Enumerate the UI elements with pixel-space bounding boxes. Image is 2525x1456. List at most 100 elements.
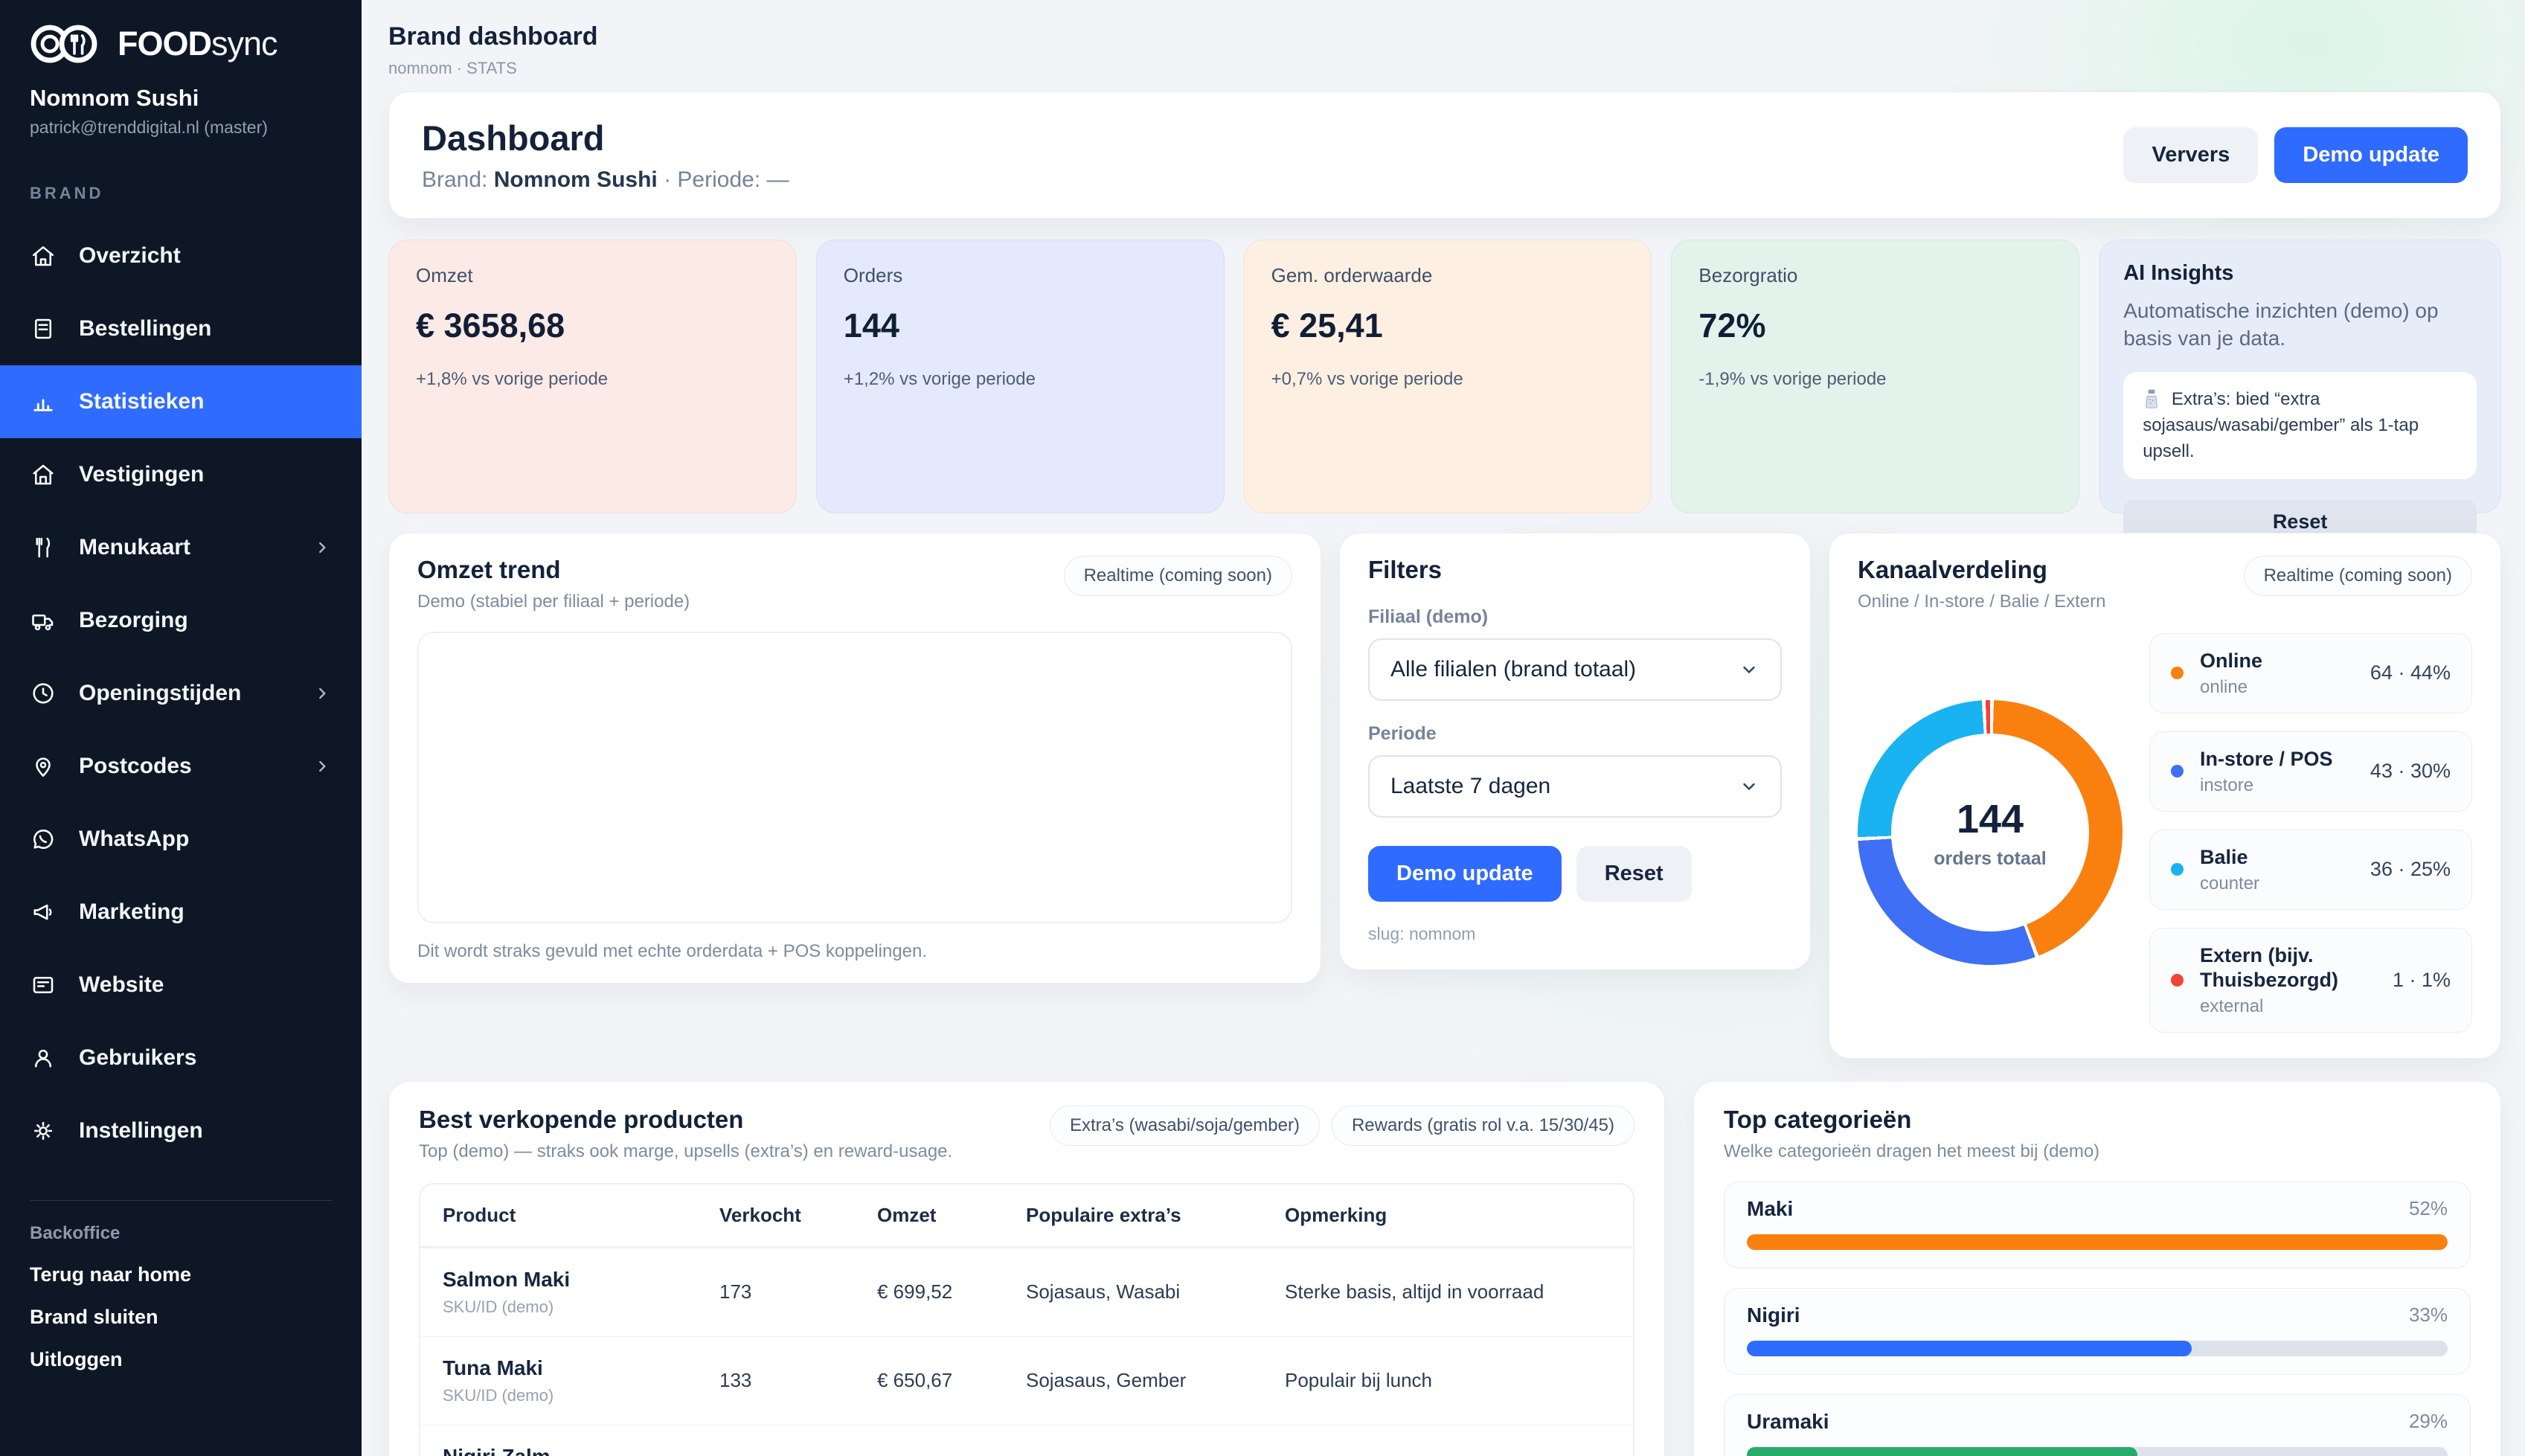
kpi-value: 144 (844, 307, 1197, 345)
sidebar-item-website[interactable]: Website (0, 949, 362, 1022)
category-bar-track (1747, 1447, 2448, 1456)
legend-dot (2171, 863, 2184, 876)
kpi-delta: +1,2% vs vorige periode (844, 369, 1197, 390)
sidebar: FOODsync Nomnom Sushi patrick@trenddigit… (0, 0, 362, 1456)
sidebar-item-whatsapp[interactable]: WhatsApp (0, 803, 362, 876)
kpi-card-bezorgratio: Bezorgratio 72% -1,9% vs vorige periode (1671, 240, 2079, 513)
category-item-maki: Maki52% (1724, 1181, 2471, 1269)
store-icon (30, 461, 57, 488)
periode-label: Periode (1368, 723, 1782, 745)
whatsapp-icon (30, 826, 57, 853)
sidebar-item-vestigingen[interactable]: Vestigingen (0, 438, 362, 511)
plate-fork-logo-icon (30, 22, 107, 65)
dashboard-actions: Ververs Demo update (2123, 127, 2468, 183)
realtime-badge: Realtime (coming soon) (2244, 556, 2472, 596)
filters-demo-update-button[interactable]: Demo update (1368, 846, 1562, 902)
chevron-right-icon (312, 538, 332, 557)
kpi-label: Orders (844, 264, 1197, 287)
products-table-header: Product Verkocht Omzet Populaire extra’s… (420, 1184, 1633, 1248)
table-row: Salmon MakiSKU/ID (demo) 173 € 699,52 So… (420, 1248, 1633, 1336)
category-bar-fill (1747, 1341, 2192, 1356)
home-icon (30, 243, 57, 269)
bar-chart-icon (30, 388, 57, 415)
sidebar-item-bestellingen[interactable]: Bestellingen (0, 292, 362, 365)
slug-text: slug: nomnom (1368, 924, 1782, 944)
kpi-row: Omzet € 3658,68 +1,8% vs vorige periode … (388, 240, 2501, 513)
table-row: Tuna MakiSKU/ID (demo) 133 € 650,67 Soja… (420, 1336, 1633, 1425)
sidebar-item-openingstijden[interactable]: Openingstijden (0, 657, 362, 730)
categories-title: Top categorieën (1724, 1106, 2471, 1134)
dashboard-header-text: Dashboard Brand: Nomnom Sushi · Periode:… (422, 118, 789, 193)
sidebar-item-marketing[interactable]: Marketing (0, 876, 362, 949)
ververs-button[interactable]: Ververs (2123, 127, 2258, 183)
sidebar-item-label: Website (79, 972, 164, 998)
sidebar-item-label: Vestigingen (79, 462, 204, 487)
sidebar-item-label: Statistieken (79, 389, 204, 414)
row-charts: Omzet trend Demo (stabiel per filiaal + … (388, 533, 2501, 1059)
filiaal-label: Filiaal (demo) (1368, 606, 1782, 628)
gear-icon (30, 1117, 57, 1144)
megaphone-icon (30, 899, 57, 926)
kpi-delta: +0,7% vs vorige periode (1271, 369, 1625, 390)
kanaal-donut: 144 orders totaal (1858, 700, 2123, 965)
sidebar-item-label: Openingstijden (79, 681, 241, 706)
filters-card: Filters Filiaal (demo) Alle filialen (br… (1339, 533, 1811, 970)
kanaal-title: Kanaalverdeling (1858, 556, 2105, 584)
best-products-card: Best verkopende producten Top (demo) — s… (388, 1081, 1665, 1456)
account-email: patrick@trenddigital.nl (master) (30, 118, 332, 138)
ai-insights-card: AI Insights Automatische inzichten (demo… (2099, 240, 2501, 513)
realtime-badge: Realtime (coming soon) (1064, 556, 1292, 596)
filiaal-select[interactable]: Alle filialen (brand totaal) (1368, 638, 1782, 701)
products-subtitle: Top (demo) — straks ook marge, upsells (… (419, 1141, 952, 1162)
sidebar-item-overzicht[interactable]: Overzicht (0, 219, 362, 292)
dashboard-brand-name: Nomnom Sushi (494, 167, 658, 192)
kpi-card-gem-orderwaarde: Gem. orderwaarde € 25,41 +0,7% vs vorige… (1244, 240, 1652, 513)
rewards-badge: Rewards (gratis rol v.a. 15/30/45) (1332, 1106, 1634, 1146)
legend-item-extern: Extern (bijv. Thuisbezorgd) external 1 ·… (2149, 928, 2472, 1033)
sidebar-item-statistieken[interactable]: Statistieken (0, 365, 362, 438)
dashboard-title: Dashboard (422, 118, 789, 158)
kpi-delta: -1,9% vs vorige periode (1698, 369, 2052, 390)
map-pin-icon (30, 753, 57, 780)
user-icon (30, 1045, 57, 1071)
category-bar-track (1747, 1341, 2448, 1356)
sidebar-item-instellingen[interactable]: Instellingen (0, 1094, 362, 1167)
dashboard-subtitle: Brand: Nomnom Sushi · Periode: — (422, 167, 789, 193)
link-uitloggen[interactable]: Uitloggen (30, 1348, 332, 1371)
brand-name: FOODsync (118, 25, 277, 63)
sidebar-item-label: Marketing (79, 899, 185, 925)
category-bar-fill (1747, 1447, 2137, 1456)
sidebar-item-postcodes[interactable]: Postcodes (0, 730, 362, 803)
sidebar-item-label: Instellingen (79, 1118, 203, 1144)
category-bar-track (1747, 1234, 2448, 1250)
legend-dot (2171, 974, 2184, 987)
sidebar-item-gebruikers[interactable]: Gebruikers (0, 1022, 362, 1094)
sidebar-item-label: Menukaart (79, 535, 190, 560)
orders-total-value: 144 (1957, 796, 2024, 842)
sidebar-item-menukaart[interactable]: Menukaart (0, 511, 362, 584)
kpi-value: € 25,41 (1271, 307, 1625, 345)
kpi-label: Gem. orderwaarde (1271, 264, 1625, 287)
sidebar-section-label: BRAND (30, 184, 332, 203)
legend-value: 1 · 1% (2393, 969, 2451, 992)
periode-select-value: Laatste 7 dagen (1390, 774, 1550, 799)
kpi-value: € 3658,68 (416, 307, 769, 345)
legend-item-balie: Balie counter 36 · 25% (2149, 830, 2472, 910)
sidebar-item-bezorging[interactable]: Bezorging (0, 584, 362, 657)
top-categories-card: Top categorieën Welke categorieën dragen… (1693, 1081, 2501, 1456)
omzet-trend-card: Omzet trend Demo (stabiel per filiaal + … (388, 533, 1321, 984)
chevron-right-icon (312, 684, 332, 703)
legend-dot (2171, 765, 2184, 777)
kpi-card-omzet: Omzet € 3658,68 +1,8% vs vorige periode (388, 240, 797, 513)
sidebar-item-label: Bezorging (79, 608, 188, 633)
sidebar-item-label: Bestellingen (79, 316, 211, 341)
products-title: Best verkopende producten (419, 1106, 952, 1134)
link-terug-naar-home[interactable]: Terug naar home (30, 1263, 332, 1286)
demo-update-button[interactable]: Demo update (2274, 127, 2468, 183)
periode-select[interactable]: Laatste 7 dagen (1368, 755, 1782, 818)
chevron-down-icon (1739, 776, 1759, 797)
link-brand-sluiten[interactable]: Brand sluiten (30, 1306, 332, 1329)
row-tables: Best verkopende producten Top (demo) — s… (388, 1081, 2501, 1456)
kpi-card-orders: Orders 144 +1,2% vs vorige periode (816, 240, 1225, 513)
filters-reset-button[interactable]: Reset (1576, 846, 1692, 902)
